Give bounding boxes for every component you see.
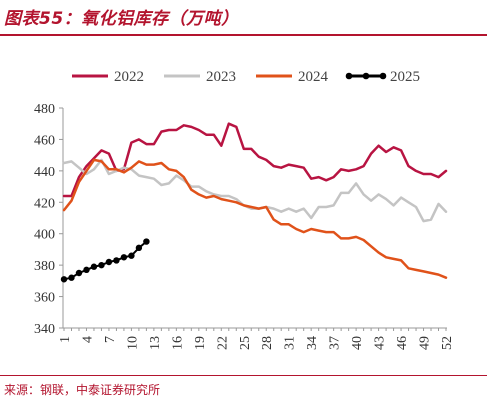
y-tick-label: 340 [34, 322, 55, 337]
series-point-2025 [128, 252, 135, 259]
legend-marker-2025 [362, 72, 370, 80]
legend-label-2024: 2024 [298, 69, 329, 85]
series-point-2025 [60, 276, 68, 283]
x-tick-label: 25 [238, 336, 253, 350]
series-point-2025 [68, 274, 75, 281]
x-tick-label: 10 [125, 336, 140, 350]
series-point-2025 [90, 263, 98, 270]
line-chart: 2022 2023 2024 2025 34036038040042044046048… [34, 69, 455, 350]
x-tick-label: 19 [193, 336, 208, 350]
legend-marker-2025 [379, 72, 387, 80]
y-tick-label: 420 [34, 196, 55, 211]
chart-series [60, 122, 448, 283]
series-point-2025 [143, 238, 150, 245]
y-tick-label: 440 [34, 165, 55, 180]
legend-label-2025: 2025 [390, 69, 420, 85]
x-tick-label: 7 [103, 336, 118, 343]
y-tick-label: 400 [34, 228, 55, 243]
y-tick-label: 380 [34, 259, 55, 274]
x-tick-label: 4 [80, 336, 95, 343]
x-tick-label: 43 [373, 336, 388, 350]
series-point-2025 [113, 257, 120, 264]
series-line-2022 [62, 122, 448, 198]
x-tick-label: 13 [148, 336, 163, 350]
title-rule [0, 34, 487, 36]
y-tick-label: 460 [34, 133, 55, 148]
x-tick-label: 1 [58, 336, 73, 343]
series-point-2025 [120, 254, 128, 261]
x-tick-label: 31 [283, 336, 298, 350]
series-point-2025 [105, 258, 113, 266]
x-tick-label: 28 [260, 336, 275, 350]
x-tick-label: 34 [305, 336, 320, 350]
legend-marker-2025 [345, 72, 353, 80]
x-tick-label: 16 [170, 336, 185, 350]
legend-label-2023: 2023 [206, 69, 236, 85]
footer-rule [0, 375, 487, 376]
series-point-2025 [83, 266, 90, 274]
x-tick-label: 37 [328, 336, 343, 350]
series-point-2025 [98, 261, 105, 269]
series-line-2024 [62, 158, 448, 279]
x-tick-label: 52 [440, 336, 455, 350]
chart-axes: 340 360 380 400 420 440 460 480 1 4 7 10 13 16 19 22 25 2… [34, 102, 455, 350]
series-line-2023 [62, 158, 448, 223]
series-point-2025 [75, 269, 83, 277]
legend: 2022 2023 2024 2025 [72, 69, 420, 85]
x-tick-label: 22 [215, 336, 230, 350]
source-note: 来源：钢联，中泰证券研究所 [4, 383, 161, 397]
chart-title: 图表55：氧化铝库存（万吨） [4, 9, 239, 29]
x-tick-label: 46 [395, 336, 410, 350]
y-tick-label: 360 [34, 291, 55, 306]
legend-label-2022: 2022 [114, 69, 144, 85]
x-tick-label: 40 [350, 336, 365, 350]
y-tick-label: 480 [34, 102, 55, 117]
series-point-2025 [135, 244, 143, 252]
x-tick-label: 49 [418, 336, 433, 350]
